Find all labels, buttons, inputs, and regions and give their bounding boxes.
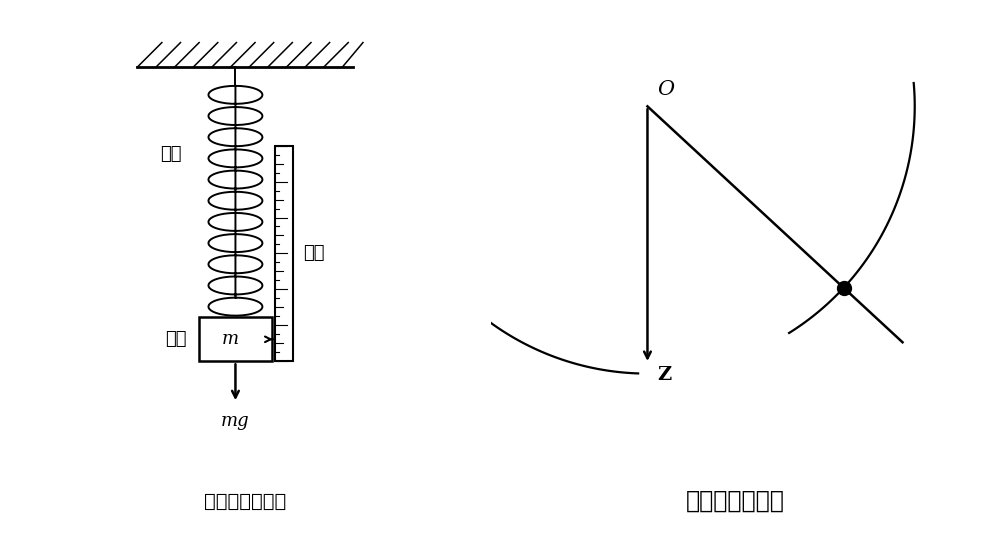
Bar [198, 317, 273, 361]
Text: O: O [657, 80, 674, 99]
Text: 平移式系统原理: 平移式系统原理 [204, 492, 286, 510]
Text: 重锤: 重锤 [165, 330, 186, 348]
Bar [275, 146, 293, 361]
Text: 摆法测量的原理: 摆法测量的原理 [687, 489, 785, 513]
Text: m: m [222, 330, 239, 348]
Text: mg: mg [221, 412, 250, 430]
Text: 弹簧: 弹簧 [160, 145, 181, 163]
Text: 标尺: 标尺 [303, 245, 325, 262]
Text: Z: Z [657, 366, 672, 384]
